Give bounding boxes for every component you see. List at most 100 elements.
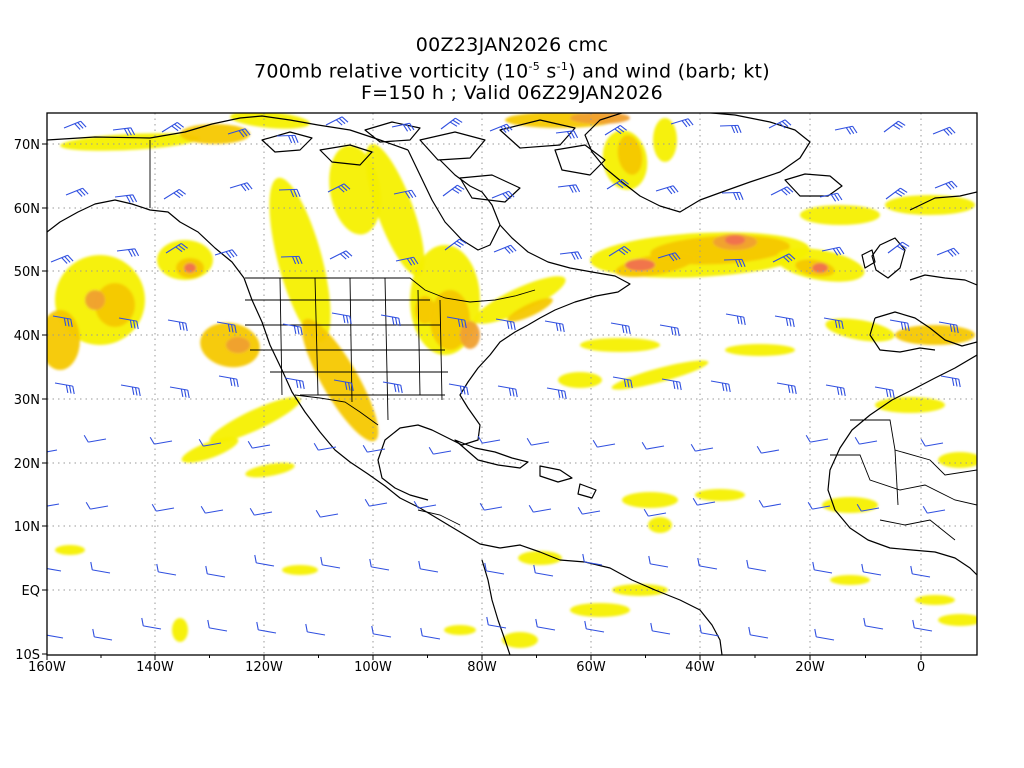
- barb-feather: [743, 317, 746, 326]
- barb-feather: [903, 322, 907, 331]
- barb-staff: [914, 627, 933, 632]
- barb-feather: [790, 385, 794, 394]
- barb-feather: [669, 186, 676, 194]
- barb-feather: [464, 320, 467, 329]
- barb-feather: [582, 553, 585, 562]
- barb-feather: [420, 627, 423, 636]
- wind-barb: [444, 238, 467, 251]
- barb-feather: [127, 249, 133, 257]
- wind-barb: [47, 567, 62, 572]
- barb-feather: [839, 387, 843, 396]
- barb-feather: [151, 503, 157, 512]
- barb-feather: [900, 321, 904, 330]
- wind-barb: [333, 379, 354, 392]
- wind-barb: [320, 556, 341, 569]
- title-field-suffix: ) and wind (barb; kt): [568, 60, 770, 83]
- barb-feather: [337, 186, 345, 193]
- wind-barb: [648, 555, 669, 568]
- barb-feather: [345, 315, 349, 324]
- vorticity-patch: [612, 584, 668, 596]
- barb-feather: [418, 560, 421, 569]
- vorticity-patch: [518, 551, 562, 565]
- barb-feather: [178, 321, 182, 330]
- barb-feather: [176, 122, 184, 128]
- barb-feather: [562, 324, 565, 333]
- title-block: 00Z23JAN2026 cmc 700mb relative vorticit…: [0, 34, 1024, 104]
- barb-staff: [252, 444, 271, 449]
- barb-feather: [298, 380, 302, 389]
- vorticity-patch: [915, 595, 955, 605]
- barb-staff: [418, 504, 437, 509]
- barb-feather: [943, 129, 950, 136]
- wind-barb: [313, 442, 337, 451]
- barb-feather: [898, 120, 906, 126]
- vorticity-patch: [85, 290, 105, 310]
- barb-feather: [391, 316, 395, 325]
- barb-feather: [200, 505, 206, 514]
- barb-staff: [258, 629, 277, 634]
- barb-feather: [785, 317, 789, 326]
- lat-label-20n: 20N: [14, 457, 40, 472]
- barb-feather: [302, 381, 305, 390]
- barb-feather: [364, 498, 370, 507]
- wind-barb: [249, 507, 273, 516]
- vorticity-patch: [653, 118, 677, 162]
- wind-barb: [692, 497, 716, 506]
- barb-staff: [597, 443, 616, 448]
- barb-staff: [367, 448, 386, 453]
- wind-barb: [149, 436, 173, 445]
- barb-feather: [577, 251, 583, 260]
- barb-feather: [134, 248, 140, 257]
- vorticity-patch: [938, 452, 977, 468]
- wind-barb: [641, 441, 665, 450]
- wind-barb: [165, 242, 188, 254]
- barb-feather: [292, 256, 297, 265]
- wind-barb: [659, 324, 680, 337]
- wind-barb: [497, 385, 518, 398]
- barb-staff: [482, 439, 501, 444]
- barb-feather: [781, 120, 789, 128]
- barb-feather: [566, 131, 572, 139]
- wind-barb: [699, 624, 720, 637]
- barb-feather: [945, 183, 952, 190]
- barb-staff: [810, 438, 829, 443]
- barb-feather: [535, 618, 538, 627]
- wind-barb: [440, 117, 463, 130]
- barb-feather: [739, 316, 743, 325]
- barb-feather: [296, 189, 301, 197]
- vorticity-shading: [47, 113, 977, 648]
- title-exp-2: -1: [556, 60, 569, 73]
- barb-feather: [349, 316, 352, 325]
- barb-feather: [136, 321, 139, 330]
- barb-feather: [628, 326, 631, 335]
- wind-barb: [418, 560, 439, 573]
- barb-feather: [782, 256, 790, 263]
- wind-barb: [141, 617, 162, 630]
- barb-feather: [783, 187, 791, 195]
- barb-staff: [763, 503, 782, 508]
- wind-barb: [489, 123, 513, 133]
- lat-label-30n: 30N: [14, 393, 40, 408]
- wind-barb: [161, 121, 184, 133]
- barb-feather: [171, 125, 179, 132]
- barb-staff: [92, 569, 111, 574]
- barb-feather: [788, 253, 796, 260]
- barb-feather: [227, 323, 231, 332]
- wind-barb: [544, 320, 565, 333]
- barb-feather: [570, 252, 576, 260]
- vorticity-patch: [611, 360, 709, 390]
- barb-staff: [748, 567, 767, 572]
- barb-feather: [614, 128, 622, 135]
- barb-feather: [623, 246, 631, 252]
- barb-feather: [558, 323, 562, 332]
- barb-feather: [888, 389, 892, 398]
- barb-feather: [394, 317, 398, 326]
- barb-feather: [910, 565, 913, 574]
- barb-feather: [340, 184, 348, 192]
- barb-feather: [953, 247, 960, 255]
- barb-feather: [338, 117, 346, 125]
- vorticity-patch: [885, 195, 975, 215]
- barb-feather: [398, 318, 401, 327]
- wind-barbs: [47, 116, 961, 641]
- barb-staff: [650, 563, 669, 568]
